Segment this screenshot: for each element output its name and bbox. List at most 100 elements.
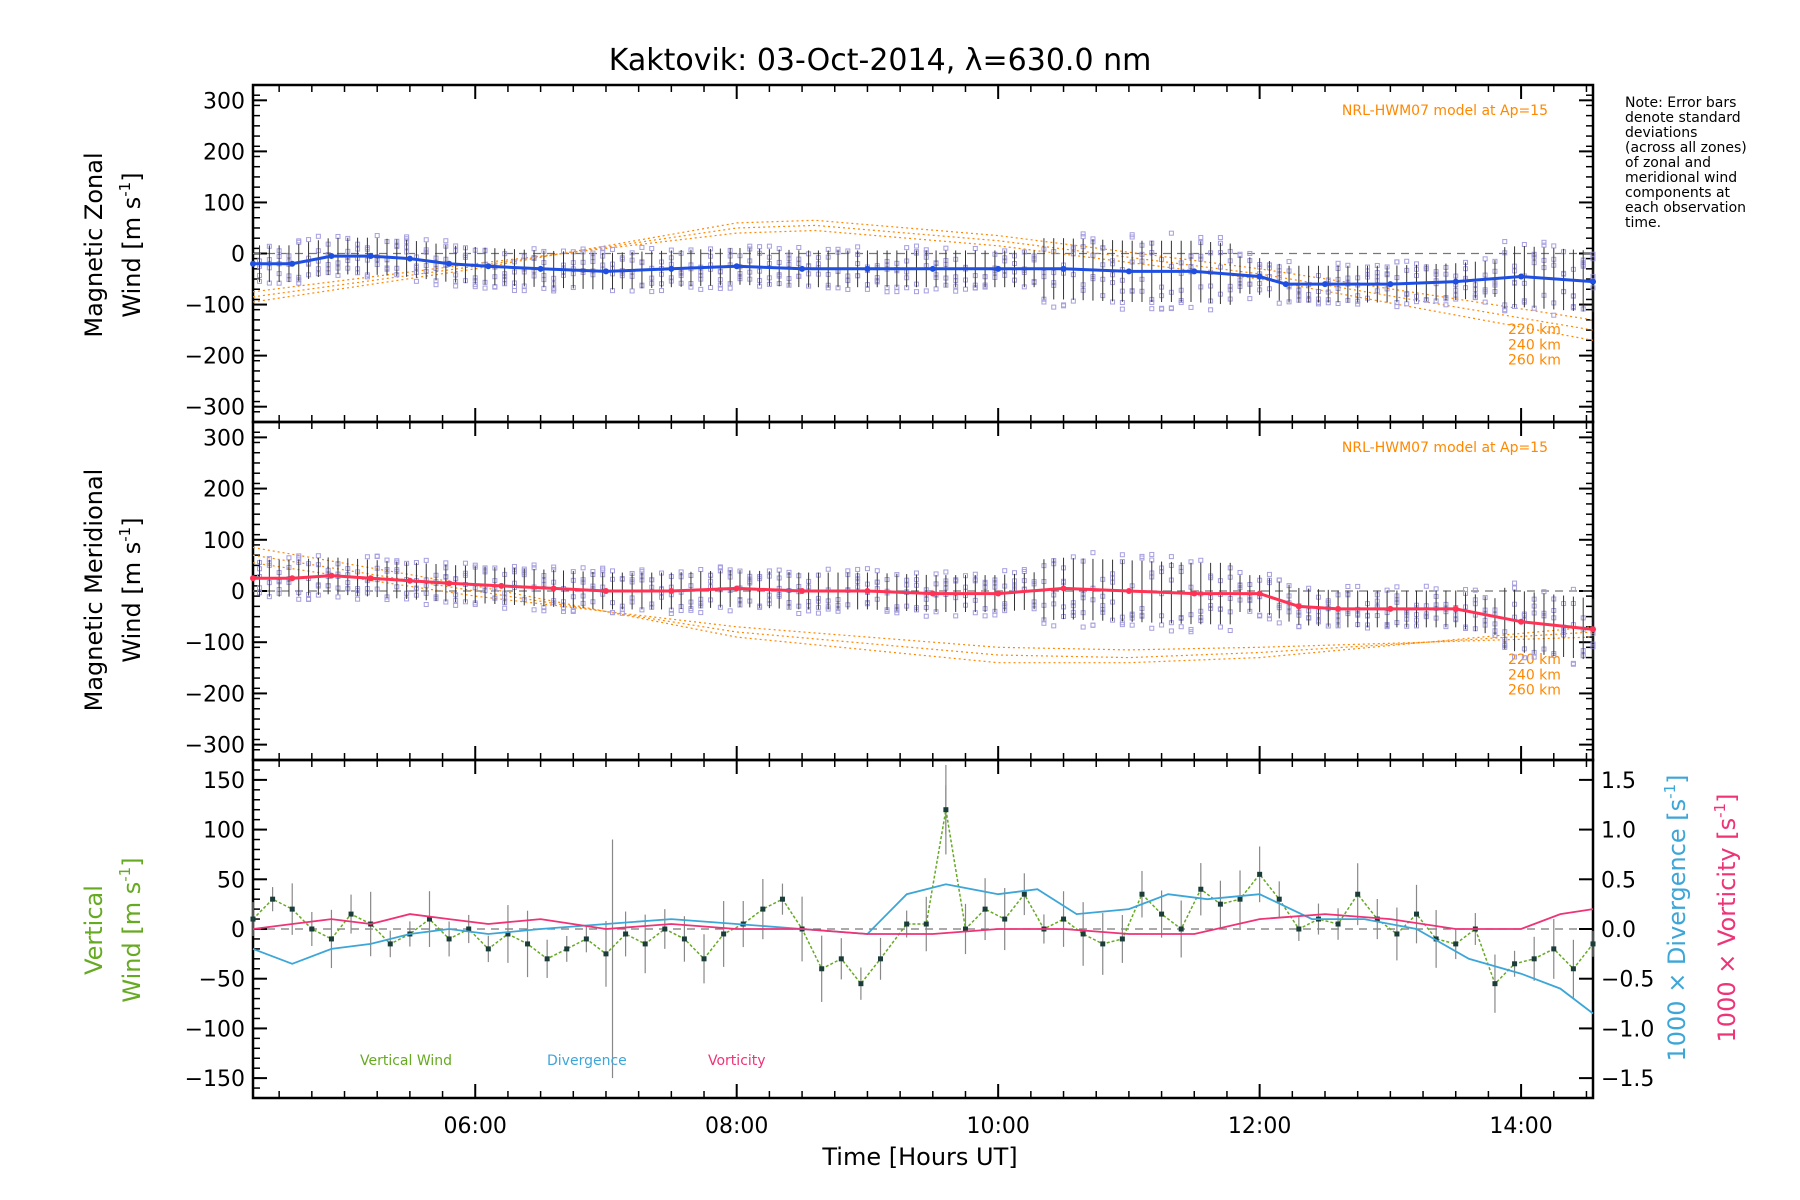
vertical-wind-point <box>962 926 968 932</box>
vertical-wind-point <box>1531 956 1537 962</box>
vertical-wind-point <box>1551 946 1557 952</box>
series-point <box>367 253 374 260</box>
zone-point <box>1266 616 1272 622</box>
vertical-wind-point <box>1374 916 1380 922</box>
series-point <box>668 265 675 272</box>
series-point <box>446 260 453 267</box>
zone-point <box>923 613 929 619</box>
vertical-wind-point <box>1512 961 1518 967</box>
note-line: meridional wind <box>1625 170 1737 186</box>
zone-point <box>551 564 557 570</box>
zone-point <box>639 244 645 250</box>
vertical-wind-point <box>564 946 570 952</box>
note-line: (across all zones) <box>1625 140 1747 156</box>
x-axis-title: Time [Hours UT] <box>821 1143 1017 1171</box>
series-point <box>1322 281 1328 288</box>
vertical-wind-point <box>1414 911 1420 917</box>
zone-point <box>904 245 910 251</box>
zone-point <box>649 289 655 295</box>
vertical-wind-point <box>721 931 727 937</box>
vertical-wind-point <box>289 906 295 912</box>
zone-point <box>296 553 302 559</box>
series-point <box>250 260 256 267</box>
zone-point <box>855 566 861 572</box>
y-tick-label: −200 <box>185 345 245 370</box>
y2-tick-label: −1.0 <box>1601 1017 1654 1042</box>
series-point <box>1335 605 1342 612</box>
vertical-wind-point <box>1159 911 1165 917</box>
zone-point <box>1149 551 1155 557</box>
zone-point <box>482 285 488 291</box>
vertical-wind-point <box>525 941 531 947</box>
vertical-y-axis-title: Vertical Wind [m s-1] <box>80 857 146 1002</box>
zone-point <box>1570 586 1576 592</box>
y-tick-label: 300 <box>203 426 245 451</box>
series-point <box>550 585 557 592</box>
zone-point <box>1355 301 1361 307</box>
y-tick-label: 0 <box>231 918 245 943</box>
zone-point <box>1041 620 1047 626</box>
series-point <box>1256 273 1263 280</box>
note-line: each observation <box>1625 200 1746 216</box>
vertical-wind-point <box>1453 941 1459 947</box>
zone-point <box>972 245 978 251</box>
svg-text:Magnetic Meridional: Magnetic Meridional <box>80 469 108 712</box>
y-tick-label: −300 <box>185 734 245 759</box>
zone-point <box>1276 620 1282 626</box>
zone-point <box>1168 554 1174 560</box>
zone-point <box>1512 585 1518 591</box>
series-point <box>446 580 453 587</box>
zone-point <box>717 285 723 291</box>
zone-point <box>296 238 302 244</box>
zone-point <box>511 287 517 293</box>
zone-point <box>678 608 684 614</box>
zone-point <box>1541 239 1547 245</box>
y-tick-label: 100 <box>203 191 245 216</box>
series-point <box>1387 281 1394 288</box>
vertical-wind-point <box>1335 921 1341 927</box>
zone-point <box>610 246 616 252</box>
zone-point <box>374 554 380 560</box>
zone-point <box>698 567 704 573</box>
series-line-vertical-wind <box>252 809 1594 986</box>
zone-point <box>423 557 429 563</box>
vertical-wind-point <box>1021 891 1027 897</box>
vertical-wind-point <box>878 956 884 962</box>
note-line: components at <box>1625 185 1731 201</box>
zone-point <box>560 608 566 614</box>
svg-text:1000 × Vorticity [s-1]: 1000 × Vorticity [s-1] <box>1711 794 1741 1043</box>
zone-point <box>727 285 733 291</box>
zone-point <box>286 555 292 561</box>
model-altitude-label: 260 km <box>1508 683 1561 699</box>
zone-point <box>1541 589 1547 595</box>
series-point <box>406 577 413 584</box>
y-tick-label: −100 <box>185 631 245 656</box>
zone-point <box>864 566 870 572</box>
zone-point <box>306 237 312 243</box>
zone-point <box>1482 299 1488 305</box>
series-point <box>328 253 335 260</box>
x-tick-label: 08:00 <box>705 1114 768 1139</box>
chart-title: Kaktovik: 03-Oct-2014, λ=630.0 nm <box>609 43 1152 78</box>
zone-point <box>1355 583 1361 589</box>
model-label: NRL-HWM07 model at Ap=15 <box>1342 103 1548 119</box>
series-line-divergence <box>252 883 1594 1015</box>
zone-point <box>727 608 733 614</box>
zone-point <box>374 233 380 239</box>
vertical-wind-point <box>1296 926 1302 932</box>
zone-point <box>923 288 929 294</box>
vertical-wind-point <box>1217 901 1223 907</box>
zone-point <box>306 596 312 602</box>
zone-point <box>413 278 419 284</box>
zone-point <box>1041 299 1047 305</box>
y2-tick-label: 1.5 <box>1601 769 1636 794</box>
zone-point <box>570 608 576 614</box>
zone-point <box>1433 586 1439 592</box>
zone-point <box>1178 624 1184 630</box>
zone-point <box>953 288 959 294</box>
zone-point <box>364 554 370 560</box>
y-tick-label: −100 <box>185 1017 245 1042</box>
y2-tick-label: 0.0 <box>1601 918 1636 943</box>
vertical-wind-point <box>1002 916 1008 922</box>
